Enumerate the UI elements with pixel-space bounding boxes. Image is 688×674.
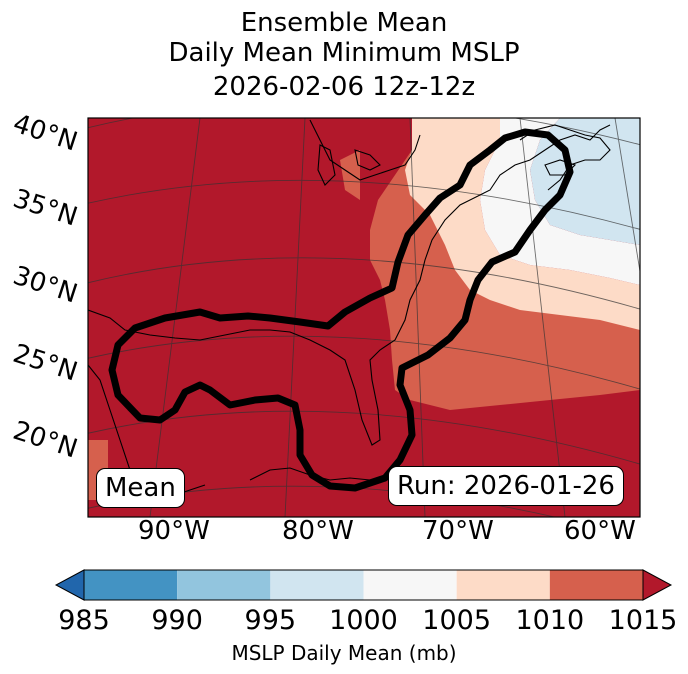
colorbar-segment [84, 570, 178, 600]
colorbar-segment [177, 570, 271, 600]
probability-contour [108, 128, 574, 492]
colorbar-segment [270, 570, 364, 600]
title-line-1: Ensemble Mean [240, 8, 448, 38]
colorbar-tick-label: 1005 [422, 605, 492, 636]
colorbar-tick-label: 990 [151, 605, 203, 636]
mean-label: Mean [96, 468, 185, 508]
lon-label-70w: 70°W [422, 516, 494, 546]
colorbar-over-extension [642, 569, 673, 601]
lon-label-90w: 90°W [138, 516, 210, 546]
pressure-band-990-995 [530, 118, 640, 245]
title-line-2: Daily Mean Minimum MSLP [168, 38, 520, 68]
colorbar [54, 569, 673, 601]
colorbar-tick-label: 1010 [515, 605, 585, 636]
colorbar-segment [363, 570, 457, 600]
colorbar-segment [456, 570, 550, 600]
lon-label-60w: 60°W [564, 516, 636, 546]
colorbar-frame [83, 569, 644, 601]
colorbar-tick-label: 985 [58, 605, 110, 636]
colorbar-tick-label: 1015 [608, 605, 678, 636]
colorbar-label: MSLP Daily Mean (mb) [231, 641, 457, 665]
colorbar-segment [549, 570, 643, 600]
colorbar-tick-label: 995 [244, 605, 297, 636]
map-frame [87, 117, 641, 518]
run-label: Run: 2026-01-26 [388, 466, 624, 506]
map-area [88, 118, 640, 517]
colorbar-tick-label: 1000 [329, 605, 398, 636]
title-line-3: 2026-02-06 12z-12z [212, 72, 476, 102]
lon-label-80w: 80°W [282, 516, 354, 546]
colorbar-under-extension [54, 569, 85, 601]
